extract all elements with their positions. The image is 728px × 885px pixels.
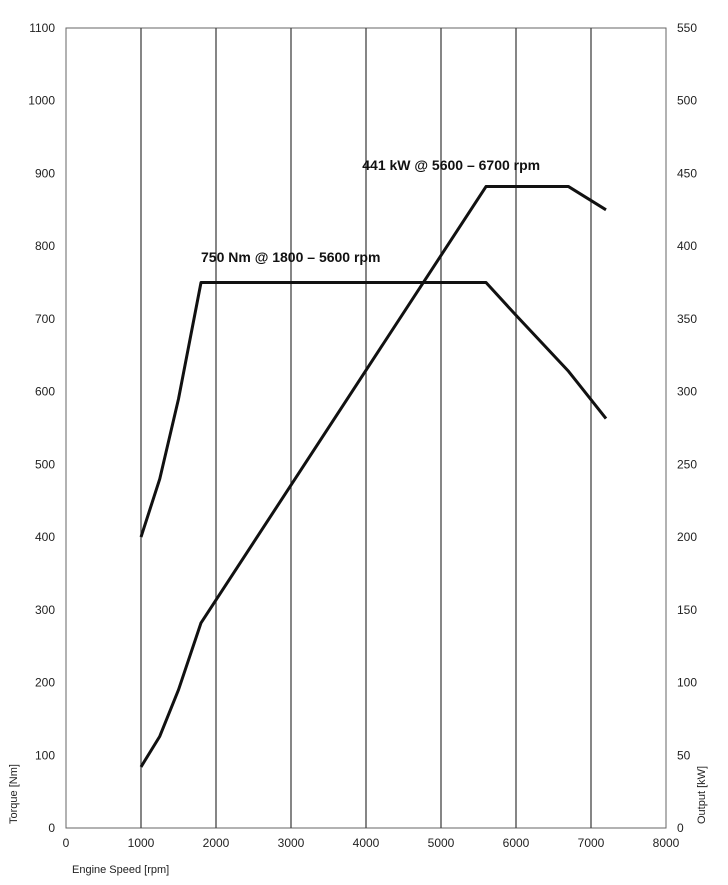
y-tick-label-11: 1100: [29, 21, 55, 35]
y2-tick-label-5: 250: [677, 457, 697, 471]
annotation-0: 750 Nm @ 1800 – 5600 rpm: [201, 249, 380, 265]
y2-tick-label-6: 300: [677, 385, 697, 399]
y-tick-label-4: 400: [35, 530, 55, 544]
annotations: 750 Nm @ 1800 – 5600 rpm 441 kW @ 5600 – …: [201, 157, 540, 265]
x-tick-label-6: 6000: [503, 836, 530, 850]
y-tick-label-2: 200: [35, 676, 55, 690]
y-tick-labels: 0 100 200 300 400 500 600 700 800 900 1000 1100: [28, 21, 55, 835]
x-tick-label-1: 1000: [128, 836, 155, 850]
y-tick-label-6: 600: [35, 385, 55, 399]
y2-tick-labels: 0 50 100 150 200 250 300 350 400 450 500 550: [677, 21, 697, 835]
data-series: [139, 185, 608, 768]
y-tick-label-3: 300: [35, 603, 55, 617]
y-tick-label-9: 900: [35, 166, 55, 180]
y2-tick-label-11: 550: [677, 21, 697, 35]
x-tick-label-0: 0: [63, 836, 70, 850]
x-tick-label-4: 4000: [353, 836, 380, 850]
y2-tick-label-7: 350: [677, 312, 697, 326]
y-axis-label: Torque [Nm]: [8, 764, 20, 824]
y2-tick-label-0: 0: [677, 821, 684, 835]
annotation-1: 441 kW @ 5600 – 6700 rpm: [362, 157, 540, 173]
torque-curve: [139, 281, 608, 538]
y2-tick-label-4: 200: [677, 530, 697, 544]
y-tick-label-1: 100: [35, 748, 55, 762]
x-tick-label-8: 8000: [653, 836, 680, 850]
y2-tick-label-9: 450: [677, 166, 697, 180]
y2-tick-label-1: 50: [677, 748, 691, 762]
y-tick-label-8: 800: [35, 239, 55, 253]
output-curve: [139, 185, 607, 768]
x-axis-label: Engine Speed [rpm]: [72, 864, 169, 876]
y-tick-label-7: 700: [35, 312, 55, 326]
y2-tick-label-10: 500: [677, 94, 697, 108]
grid-lines: [140, 28, 592, 828]
x-tick-label-2: 2000: [203, 836, 230, 850]
y2-tick-label-2: 100: [677, 676, 697, 690]
y-tick-label-5: 500: [35, 457, 55, 471]
y2-tick-label-3: 150: [677, 603, 697, 617]
y-tick-label-10: 1000: [28, 94, 55, 108]
x-tick-label-5: 5000: [428, 836, 455, 850]
y-tick-label-0: 0: [48, 821, 55, 835]
x-tick-labels: 0 1000 2000 3000 4000 5000 6000 7000 8000: [63, 836, 680, 850]
x-tick-label-7: 7000: [578, 836, 605, 850]
y2-tick-label-8: 400: [677, 239, 697, 253]
x-tick-label-3: 3000: [278, 836, 305, 850]
y2-axis-label: Output [kW]: [696, 766, 708, 824]
